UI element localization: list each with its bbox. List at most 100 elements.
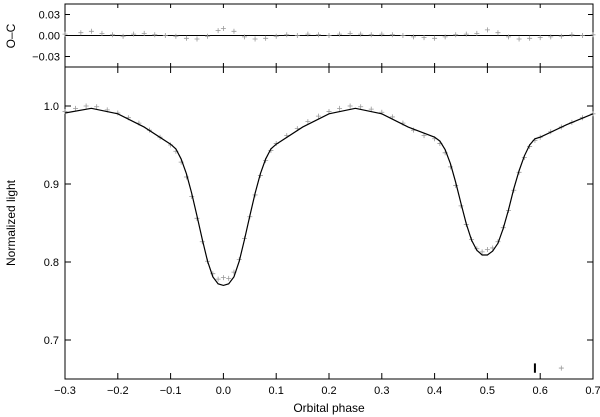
light-curve-x-axis-label: Orbital phase <box>293 401 365 415</box>
residual-point <box>273 33 279 39</box>
residual-point <box>263 35 269 41</box>
light-y-tick-label: 0.7 <box>44 335 59 347</box>
residual-point <box>315 32 321 38</box>
residual-point <box>162 33 168 38</box>
residual-point <box>205 33 211 39</box>
observed-point <box>305 119 311 125</box>
residual-point <box>368 32 374 38</box>
observed-point <box>83 103 89 109</box>
light-x-tick-label: 0.0 <box>216 385 231 397</box>
observed-point <box>62 108 68 114</box>
light-y-tick-label: 0.8 <box>44 257 59 269</box>
observed-point <box>421 133 427 139</box>
observed-point <box>220 275 226 281</box>
residual-point <box>442 34 448 40</box>
residual-point <box>110 32 116 38</box>
observed-point <box>73 105 79 111</box>
light-x-tick-label: −0.1 <box>160 385 182 397</box>
residuals-points <box>62 26 596 42</box>
residual-point <box>173 33 179 39</box>
residual-point <box>120 33 126 39</box>
residual-point <box>537 35 543 41</box>
residual-point <box>305 31 311 37</box>
residual-point <box>152 32 158 38</box>
residual-point <box>183 35 189 41</box>
residual-point <box>62 31 68 37</box>
residual-point <box>131 31 137 37</box>
residual-point <box>548 34 554 40</box>
residuals-y-axis-label: O–C <box>4 23 18 48</box>
light-x-tick-label: −0.2 <box>107 385 129 397</box>
light-curve-panel: 0.7 0.8 0.9 1.0 −0.3 −0.2 −0.1 0.0 0.1 0.2 0.3 0.4… <box>4 66 600 415</box>
residual-point <box>579 33 585 38</box>
residual-point <box>484 27 490 33</box>
observed-point <box>226 275 232 281</box>
observed-point <box>215 276 221 282</box>
residual-point <box>284 32 290 38</box>
light-x-tick-label: 0.7 <box>585 385 600 397</box>
light-curve-x-ticks: −0.3 −0.2 −0.1 0.0 0.1 0.2 0.3 0.4 0.5 0.6 0.7 <box>54 67 600 397</box>
light-curve-y-ticks: 0.7 0.8 0.9 1.0 <box>44 101 593 347</box>
observed-point <box>315 113 321 119</box>
residual-point <box>252 36 258 42</box>
observed-point <box>479 249 485 255</box>
light-x-tick-label: 0.4 <box>427 385 442 397</box>
residual-point <box>78 30 84 36</box>
light-x-tick-label: 0.5 <box>480 385 495 397</box>
light-curve-y-axis-label: Normalized light <box>4 179 18 266</box>
residual-point <box>294 33 300 38</box>
light-x-tick-label: 0.1 <box>269 385 284 397</box>
residual-point <box>506 34 512 40</box>
observed-point <box>347 103 353 109</box>
sample-marker <box>558 365 564 371</box>
residual-point <box>569 32 575 38</box>
residual-point <box>421 35 427 41</box>
residuals-y-tick-label: −0.03 <box>32 52 60 64</box>
observed-point <box>358 104 364 110</box>
residual-point <box>194 36 200 42</box>
light-y-tick-label: 0.9 <box>44 179 59 191</box>
residual-point <box>474 30 480 36</box>
model-curve-line <box>64 107 594 287</box>
residuals-y-tick-label: 0.00 <box>39 31 60 43</box>
observed-points <box>62 103 596 282</box>
residual-point <box>389 32 395 38</box>
residuals-y-ticks: 0.03 0.00 −0.03 <box>32 4 594 67</box>
residual-point <box>379 31 385 37</box>
residual-point <box>410 34 416 40</box>
residuals-panel: 0.03 0.00 −0.03 O–C <box>4 3 596 68</box>
residual-point <box>220 26 226 31</box>
residual-point <box>558 33 564 39</box>
observed-point <box>484 247 490 253</box>
residual-point <box>358 31 364 37</box>
residual-point <box>88 28 94 34</box>
residual-point <box>242 34 248 40</box>
light-x-tick-label: −0.3 <box>54 385 76 397</box>
residual-point <box>453 32 459 38</box>
residual-point <box>432 35 438 41</box>
residual-point <box>347 30 353 36</box>
light-x-tick-label: 0.2 <box>321 385 336 397</box>
residual-point <box>231 28 237 34</box>
residuals-y-tick-label: 0.03 <box>39 10 60 22</box>
residual-point <box>516 36 522 42</box>
residual-point <box>99 30 105 36</box>
residual-point <box>590 32 596 38</box>
residual-point <box>337 31 343 37</box>
residual-point <box>141 30 147 36</box>
residual-point <box>400 33 406 38</box>
light-y-tick-label: 1.0 <box>44 101 59 113</box>
residual-point <box>527 35 533 41</box>
error-annotation <box>533 363 564 373</box>
light-x-tick-label: 0.3 <box>374 385 389 397</box>
residual-point <box>326 33 332 38</box>
observed-point <box>337 105 343 111</box>
residual-point <box>215 28 221 34</box>
residual-point <box>463 31 469 37</box>
observed-point <box>326 108 332 114</box>
observed-point <box>94 104 100 110</box>
residual-point <box>495 30 501 36</box>
observed-point <box>368 106 374 112</box>
light-x-tick-label: 0.6 <box>533 385 548 397</box>
